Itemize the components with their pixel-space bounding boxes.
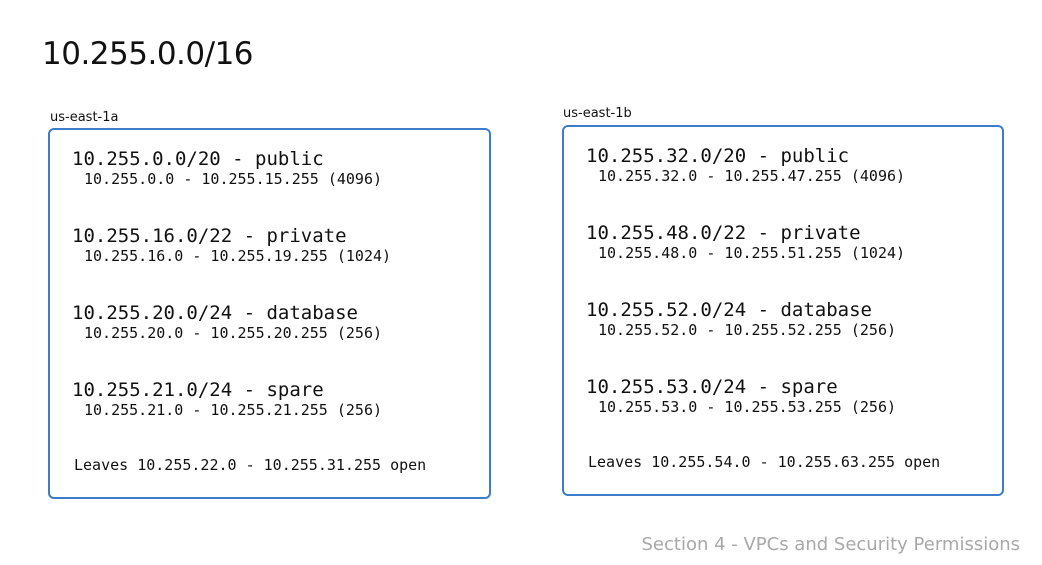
- leaves-open-note: Leaves 10.255.22.0 - 10.255.31.255 open: [74, 456, 427, 474]
- subnet-title: 10.255.52.0/24 - database: [586, 299, 872, 321]
- subnet-spare: 10.255.53.0/24 - spare 10.255.53.0 - 10.…: [586, 376, 896, 416]
- subnet-title: 10.255.0.0/20 - public: [72, 148, 324, 170]
- subnet-public: 10.255.32.0/20 - public 10.255.32.0 - 10…: [586, 145, 905, 185]
- subnet-range: 10.255.48.0 - 10.255.51.255 (1024): [598, 244, 906, 262]
- subnet-range: 10.255.20.0 - 10.255.20.255 (256): [84, 324, 383, 342]
- subnet-range: 10.255.21.0 - 10.255.21.255 (256): [84, 401, 383, 419]
- zone-box-us-east-1b: 10.255.32.0/20 - public 10.255.32.0 - 10…: [562, 125, 1004, 496]
- subnet-range: 10.255.53.0 - 10.255.53.255 (256): [598, 398, 897, 416]
- zone-label-us-east-1b: us-east-1b: [563, 106, 632, 121]
- subnet-spare: 10.255.21.0/24 - spare 10.255.21.0 - 10.…: [72, 379, 382, 419]
- subnet-title: 10.255.48.0/22 - private: [586, 222, 861, 244]
- subnet-public: 10.255.0.0/20 - public 10.255.0.0 - 10.2…: [72, 148, 382, 188]
- subnet-range: 10.255.0.0 - 10.255.15.255 (4096): [84, 170, 383, 188]
- subnet-title: 10.255.53.0/24 - spare: [586, 376, 838, 398]
- subnet-private: 10.255.16.0/22 - private 10.255.16.0 - 1…: [72, 225, 391, 265]
- subnet-title: 10.255.32.0/20 - public: [586, 145, 850, 167]
- subnet-private: 10.255.48.0/22 - private 10.255.48.0 - 1…: [586, 222, 905, 262]
- leaves-open-note: Leaves 10.255.54.0 - 10.255.63.255 open: [588, 453, 941, 471]
- subnet-database: 10.255.20.0/24 - database 10.255.20.0 - …: [72, 302, 382, 342]
- subnet-database: 10.255.52.0/24 - database 10.255.52.0 - …: [586, 299, 896, 339]
- zone-label-us-east-1a: us-east-1a: [50, 110, 119, 125]
- section-footer: Section 4 - VPCs and Security Permission…: [641, 534, 1020, 555]
- subnet-range: 10.255.16.0 - 10.255.19.255 (1024): [84, 247, 392, 265]
- zone-box-us-east-1a: 10.255.0.0/20 - public 10.255.0.0 - 10.2…: [48, 128, 491, 499]
- subnet-title: 10.255.21.0/24 - spare: [72, 379, 324, 401]
- subnet-title: 10.255.16.0/22 - private: [72, 225, 347, 247]
- vpc-cidr-title: 10.255.0.0/16: [42, 36, 254, 72]
- subnet-range: 10.255.52.0 - 10.255.52.255 (256): [598, 321, 897, 339]
- subnet-range: 10.255.32.0 - 10.255.47.255 (4096): [598, 167, 906, 185]
- subnet-title: 10.255.20.0/24 - database: [72, 302, 358, 324]
